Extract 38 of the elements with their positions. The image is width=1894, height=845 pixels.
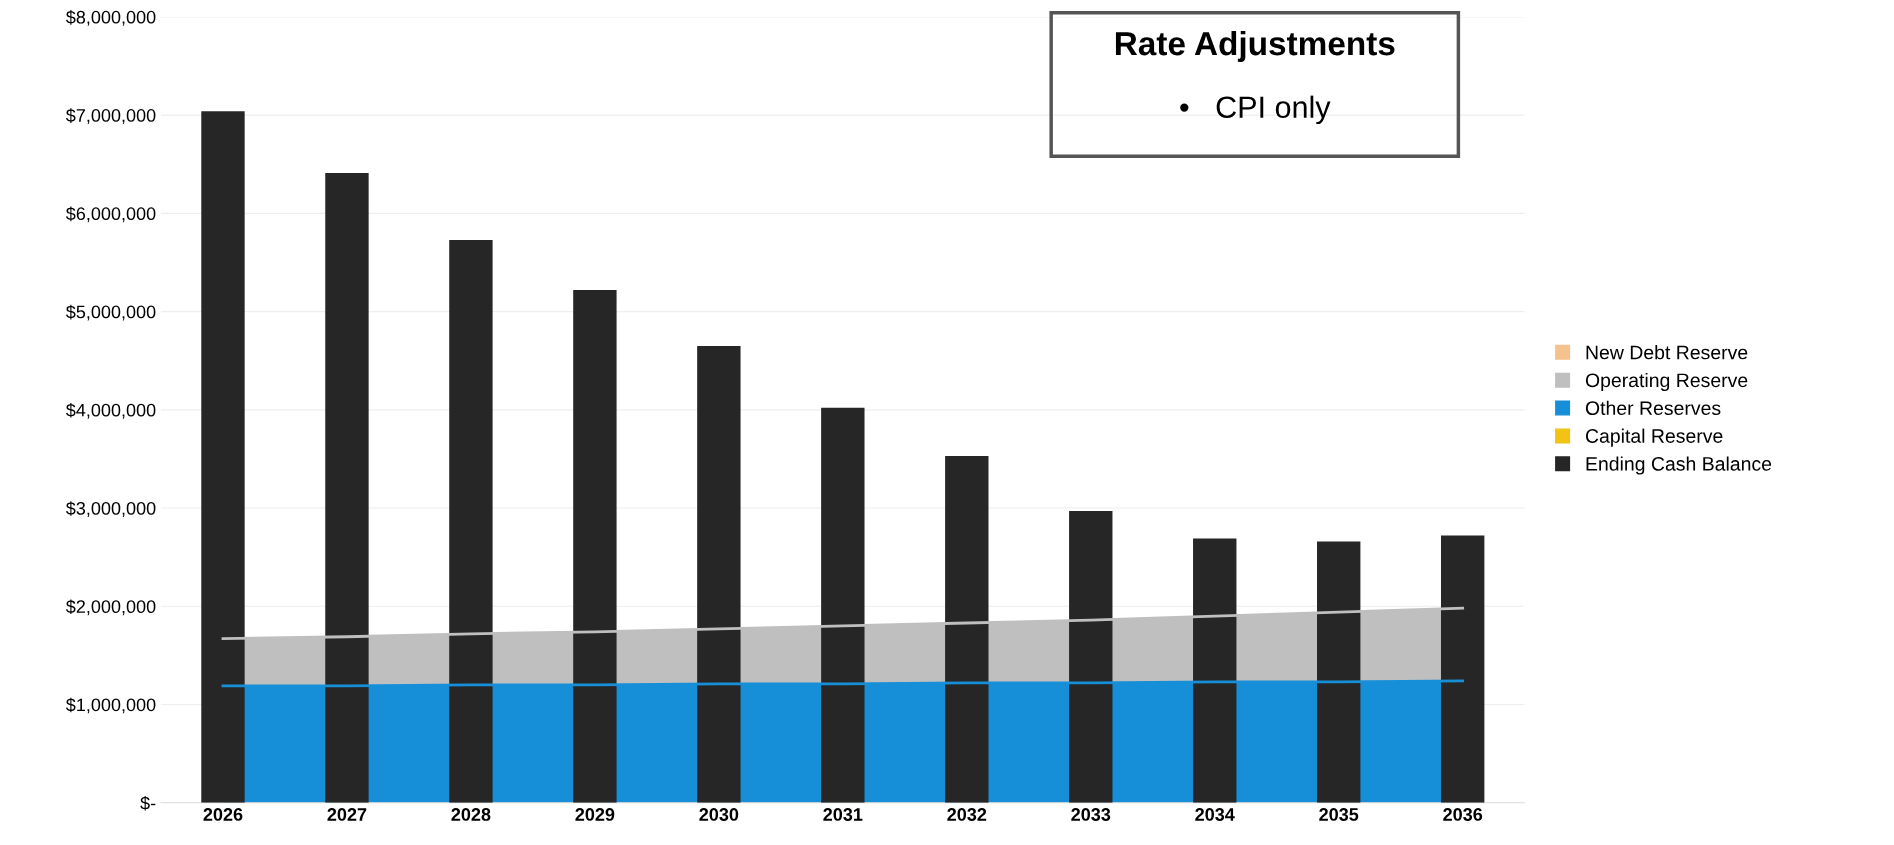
x-tick-label: 2034 bbox=[1195, 808, 1235, 821]
x-tick-label: 2028 bbox=[451, 808, 491, 821]
legend-label: Capital Reserve bbox=[1585, 428, 1723, 447]
x-tick-label: 2029 bbox=[575, 808, 615, 821]
y-tick-label: $4,000,000 bbox=[65, 403, 156, 419]
x-tick-label: 2033 bbox=[1071, 808, 1111, 821]
bar bbox=[1193, 538, 1237, 803]
bar bbox=[1069, 511, 1113, 803]
y-tick-label: $- bbox=[140, 795, 156, 811]
y-tick-label: $3,000,000 bbox=[65, 501, 156, 517]
x-tick-label: 2030 bbox=[699, 808, 739, 821]
y-tick-label: $5,000,000 bbox=[65, 304, 156, 321]
x-tick-label: 2036 bbox=[1443, 808, 1483, 821]
x-tick-label: 2026 bbox=[203, 808, 243, 821]
x-tick-label: 2032 bbox=[947, 808, 987, 821]
y-tick-label: $1,000,000 bbox=[65, 697, 156, 714]
legend-label: Other Reserves bbox=[1585, 400, 1721, 416]
x-tick-label: 2031 bbox=[823, 808, 863, 821]
y-tick-label: $8,000,000 bbox=[65, 10, 156, 26]
y-tick-label: $6,000,000 bbox=[65, 206, 156, 223]
bar bbox=[697, 345, 741, 803]
y-tick-label: $7,000,000 bbox=[65, 108, 156, 124]
bar bbox=[1440, 535, 1485, 803]
annotation: Rate Adjustments bbox=[1115, 30, 1395, 63]
bar bbox=[1317, 541, 1361, 803]
bar bbox=[945, 455, 989, 803]
bar bbox=[449, 239, 493, 803]
bar bbox=[821, 407, 865, 803]
legend-label: Operating Reserve bbox=[1585, 372, 1748, 392]
bar bbox=[573, 289, 617, 803]
annotation: • CPI only bbox=[1180, 95, 1331, 125]
x-tick-label: 2035 bbox=[1319, 808, 1359, 821]
bar bbox=[325, 173, 369, 803]
x-tick-label: 2027 bbox=[327, 808, 367, 821]
legend-label: Ending Cash Balance bbox=[1586, 456, 1772, 475]
legend-label: New Debt Reserve bbox=[1586, 345, 1748, 360]
y-tick-label: $2,000,000 bbox=[65, 599, 156, 616]
bar bbox=[201, 111, 245, 803]
